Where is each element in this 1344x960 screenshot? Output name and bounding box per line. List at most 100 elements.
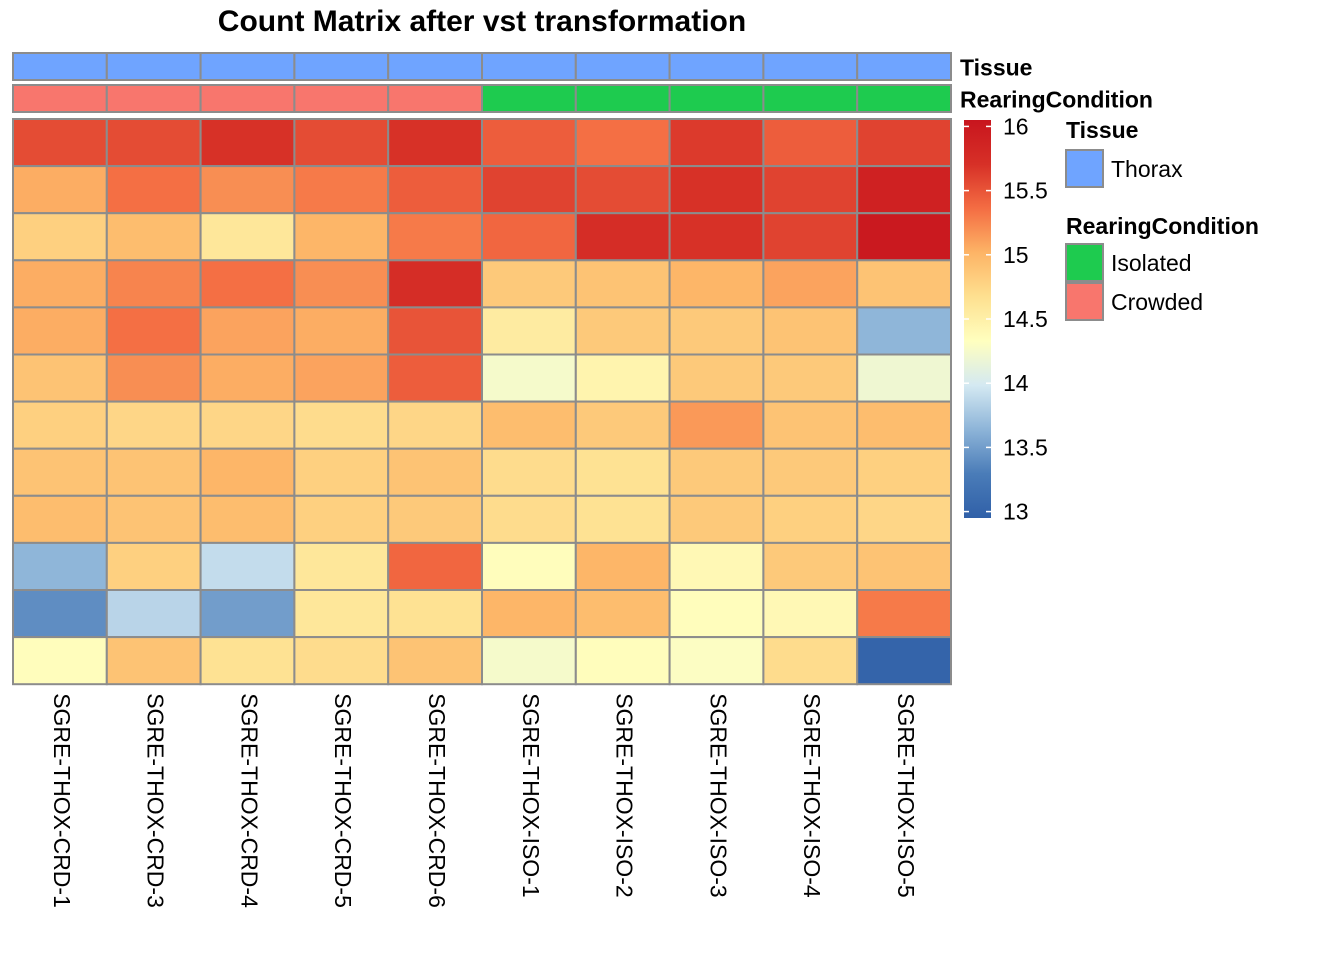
annotation-label-rearingcondition: RearingCondition <box>960 87 1153 113</box>
heatmap-cell-r7-c1 <box>12 400 108 450</box>
column-label-7: SGRE-THOX-ISO-2 <box>612 693 638 897</box>
annotation-cell-rearingcondition-4 <box>293 84 390 113</box>
heatmap-cell-r2-c8 <box>668 165 765 215</box>
heatmap-cell-r1-c4 <box>293 118 390 168</box>
heatmap-cell-r8-c2 <box>105 447 202 497</box>
heatmap-cell-r11-c2 <box>105 589 202 639</box>
heatmap-cell-r10-c8 <box>668 541 765 592</box>
heatmap-cell-r5-c2 <box>105 306 202 356</box>
heatmap-cell-r6-c5 <box>387 353 484 403</box>
annotation-cell-rearingcondition-1 <box>12 84 108 113</box>
annotation-cell-tissue-1 <box>12 52 108 81</box>
heatmap-cell-r12-c7 <box>574 636 671 686</box>
heatmap-cell-r10-c10 <box>856 541 953 592</box>
annotation-cell-tissue-10 <box>856 52 953 81</box>
heatmap-cell-r3-c5 <box>387 212 484 262</box>
heatmap-cell-r1-c1 <box>12 118 108 168</box>
column-label-2: SGRE-THOX-CRD-3 <box>143 693 169 908</box>
heatmap-cell-r12-c2 <box>105 636 202 686</box>
heatmap-cell-r3-c8 <box>668 212 765 262</box>
column-label-8: SGRE-THOX-ISO-3 <box>705 693 731 897</box>
heatmap-cell-r3-c4 <box>293 212 390 262</box>
column-label-1: SGRE-THOX-CRD-1 <box>49 693 75 908</box>
heatmap-cell-r5-c4 <box>293 306 390 356</box>
heatmap-cell-r5-c6 <box>481 306 577 356</box>
annotation-cell-tissue-5 <box>387 52 484 81</box>
column-labels: SGRE-THOX-CRD-1 SGRE-THOX-CRD-3 SGRE-THOX-… <box>49 693 919 908</box>
annotation-cell-tissue-9 <box>762 52 859 81</box>
heatmap-cell-r11-c3 <box>199 589 296 639</box>
heatmap-cell-r8-c10 <box>856 447 953 497</box>
heatmap-cell-r1-c7 <box>574 118 671 168</box>
heatmap-cell-r6-c9 <box>762 353 859 403</box>
heatmap-cell-r7-c3 <box>199 400 296 450</box>
heatmap-cell-r8-c5 <box>387 447 484 497</box>
heatmap-cell-r10-c4 <box>293 541 390 592</box>
heatmap-cell-r2-c2 <box>105 165 202 215</box>
heatmap-cell-r10-c7 <box>574 541 671 592</box>
heatmap-cell-r7-c4 <box>293 400 390 450</box>
color-scale-tick-label-2: 15.5 <box>1003 178 1048 204</box>
heatmap-cell-r6-c1 <box>12 353 108 403</box>
heatmap-cell-r4-c10 <box>856 259 953 309</box>
annotation-cell-tissue-8 <box>668 52 765 81</box>
heatmap-cell-r6-c8 <box>668 353 765 403</box>
heatmap-cell-r5-c3 <box>199 306 296 356</box>
heatmap-cell-r9-c4 <box>293 494 390 544</box>
heatmap-cell-r7-c6 <box>481 400 577 450</box>
heatmap-cell-r10-c3 <box>199 541 296 592</box>
column-label-4: SGRE-THOX-CRD-5 <box>330 693 356 908</box>
heatmap-cell-r9-c3 <box>199 494 296 544</box>
heatmap-cell-r10-c9 <box>762 541 859 592</box>
heatmap-cell-r4-c1 <box>12 259 108 309</box>
column-label-10: SGRE-THOX-ISO-5 <box>893 693 919 897</box>
category-legends: Tissue Thorax RearingCondition Isolated Crow… <box>1065 117 1259 321</box>
heatmap-cell-r2-c3 <box>199 165 296 215</box>
column-label-3: SGRE-THOX-CRD-4 <box>236 693 262 908</box>
heatmap-cell-r11-c5 <box>387 589 484 639</box>
annotation-cell-tissue-2 <box>105 52 202 81</box>
heatmap-cell-r7-c7 <box>574 400 671 450</box>
heatmap-cell-r11-c9 <box>762 589 859 639</box>
annotation-labels: Tissue RearingCondition <box>960 55 1153 113</box>
heatmap-cell-r11-c1 <box>12 589 108 639</box>
heatmap-cell-r4-c2 <box>105 259 202 309</box>
heatmap-cell-r7-c8 <box>668 400 765 450</box>
color-scale-tick-label-1: 16 <box>1003 113 1029 139</box>
annotation-cell-rearingcondition-7 <box>574 84 671 113</box>
heatmap-cell-r3-c3 <box>199 212 296 262</box>
heatmap-cell-r4-c4 <box>293 259 390 309</box>
color-scale-tick-label-3: 15 <box>1003 242 1029 268</box>
heatmap-cell-r6-c6 <box>481 353 577 403</box>
heatmap-cell-r8-c4 <box>293 447 390 497</box>
annotation-cell-rearingcondition-3 <box>199 84 296 113</box>
heatmap-cell-r10-c6 <box>481 541 577 592</box>
legend-title-rearingcondition: RearingCondition <box>1066 213 1259 239</box>
heatmap-cell-r12-c1 <box>12 636 108 686</box>
column-label-9: SGRE-THOX-ISO-4 <box>799 693 825 898</box>
heatmap-cell-r1-c3 <box>199 118 296 168</box>
heatmap-cell-r9-c1 <box>12 494 108 544</box>
heatmap-cell-r12-c3 <box>199 636 296 686</box>
heatmap-cell-r12-c9 <box>762 636 859 686</box>
heatmap-cell-r6-c10 <box>856 353 953 403</box>
heatmap-cell-r4-c6 <box>481 259 577 309</box>
heatmap-cell-r8-c1 <box>12 447 108 497</box>
heatmap-cell-r5-c9 <box>762 306 859 356</box>
heatmap-cell-r3-c1 <box>12 212 108 262</box>
color-scale-tick-label-6: 13.5 <box>1003 434 1048 460</box>
heatmap-cell-r8-c7 <box>574 447 671 497</box>
heatmap-cell-r12-c5 <box>387 636 484 686</box>
heatmap-cell-r7-c5 <box>387 400 484 450</box>
heatmap-cell-r3-c7 <box>574 212 671 262</box>
heatmap-cell-r11-c6 <box>481 589 577 639</box>
legend-label-thorax: Thorax <box>1111 156 1183 182</box>
heatmap-cell-r9-c6 <box>481 494 577 544</box>
heatmap-cell-r7-c2 <box>105 400 202 450</box>
heatmap-cell-r6-c4 <box>293 353 390 403</box>
chart-title: Count Matrix after vst transformation <box>218 5 746 38</box>
heatmap-cell-r11-c8 <box>668 589 765 639</box>
heatmap-cell-r10-c2 <box>105 541 202 592</box>
heatmap-cell-r6-c3 <box>199 353 296 403</box>
heatmap-cell-r2-c7 <box>574 165 671 215</box>
